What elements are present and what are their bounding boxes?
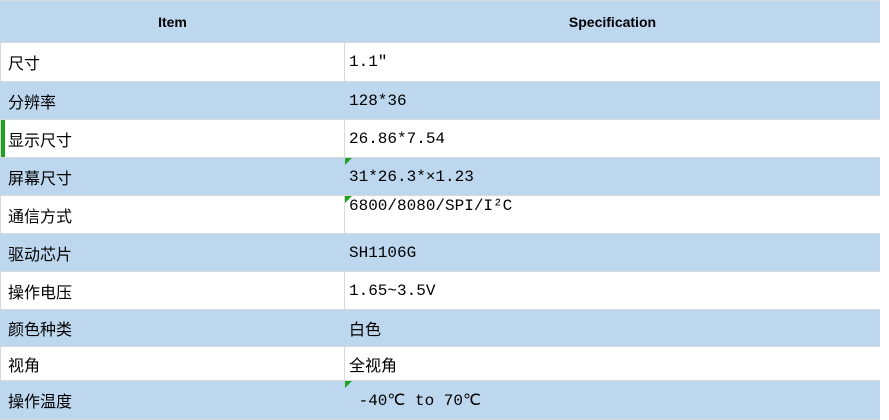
- spec-cell[interactable]: 全视角: [345, 347, 880, 380]
- header-cell-item[interactable]: Item: [0, 1, 345, 42]
- header-specification-label: Specification: [568, 13, 657, 30]
- item-cell-text: 视角: [8, 357, 41, 376]
- item-cell-text: 分辨率: [8, 94, 57, 113]
- item-cell-text: 通信方式: [8, 208, 73, 227]
- item-cell-text: 尺寸: [8, 56, 41, 74]
- spec-cell[interactable]: 26.86*7.54: [345, 120, 880, 157]
- table-row: 显示尺寸 26.86*7.54: [0, 120, 880, 158]
- green-corner-flag-icon: [345, 381, 352, 388]
- item-cell-text: 屏幕尺寸: [8, 170, 73, 189]
- spec-cell-text: 1.1″: [349, 53, 388, 71]
- spec-cell-text: 6800/8080/SPI/I²C: [349, 197, 513, 215]
- item-cell-text: 操作电压: [8, 284, 73, 303]
- spec-cell[interactable]: 1.65~3.5V: [345, 272, 880, 309]
- table-body: 尺寸 1.1″ 分辨率 128*36 显示尺寸 26.86*7.54 屏幕尺寸 …: [0, 43, 880, 420]
- spec-cell-text: 26.86*7.54: [349, 129, 446, 148]
- item-cell[interactable]: 屏幕尺寸: [0, 158, 345, 195]
- item-cell[interactable]: 尺寸: [0, 43, 345, 81]
- item-cell[interactable]: 分辨率: [0, 82, 345, 119]
- item-cell-text: 操作温度: [8, 394, 73, 412]
- item-cell-text: 驱动芯片: [8, 246, 73, 265]
- item-cell-text: 显示尺寸: [8, 132, 73, 151]
- green-corner-flag-icon: [345, 196, 352, 203]
- spec-cell-text: 1.65~3.5V: [349, 281, 436, 300]
- spec-cell-text: 128*36: [349, 91, 407, 110]
- item-cell[interactable]: 通信方式: [0, 196, 345, 233]
- table-row: 驱动芯片 SH1106G: [0, 234, 880, 272]
- header-item-label: Item: [158, 13, 187, 30]
- spec-cell-text: 白色: [349, 322, 382, 340]
- table-row: 通信方式 6800/8080/SPI/I²C: [0, 196, 880, 234]
- item-cell-text: 颜色种类: [8, 322, 73, 340]
- spec-cell-text: SH1106G: [349, 243, 417, 262]
- spec-cell[interactable]: 31*26.3*×1.23: [345, 158, 880, 195]
- item-cell[interactable]: 颜色种类: [0, 310, 345, 346]
- green-left-bar-marker: [1, 120, 5, 157]
- spec-cell-text: 全视角: [349, 357, 398, 376]
- spec-cell-text: -40℃ to 70℃: [349, 392, 481, 410]
- table-row: 操作温度 -40℃ to 70℃: [0, 381, 880, 420]
- table-row: 颜色种类 白色: [0, 310, 880, 347]
- spec-cell[interactable]: 6800/8080/SPI/I²C: [345, 196, 880, 233]
- item-cell[interactable]: 操作电压: [0, 272, 345, 309]
- spec-cell-text: 31*26.3*×1.23: [349, 167, 474, 186]
- table-row: 尺寸 1.1″: [0, 43, 880, 82]
- item-cell[interactable]: 视角: [0, 347, 345, 380]
- table-row: 屏幕尺寸 31*26.3*×1.23: [0, 158, 880, 196]
- green-corner-flag-icon: [345, 158, 352, 165]
- spec-cell[interactable]: 128*36: [345, 82, 880, 119]
- table-header-row: Item Specification: [0, 0, 880, 43]
- table-row: 分辨率 128*36: [0, 82, 880, 120]
- item-cell[interactable]: 操作温度: [0, 381, 345, 419]
- table-row: 操作电压 1.65~3.5V: [0, 272, 880, 310]
- spec-cell[interactable]: 白色: [345, 310, 880, 346]
- spec-cell[interactable]: -40℃ to 70℃: [345, 381, 880, 419]
- item-cell[interactable]: 显示尺寸: [0, 120, 345, 157]
- table-row: 视角 全视角: [0, 347, 880, 381]
- spec-cell[interactable]: SH1106G: [345, 234, 880, 271]
- header-cell-specification[interactable]: Specification: [345, 1, 880, 42]
- spec-cell[interactable]: 1.1″: [345, 43, 880, 81]
- item-cell[interactable]: 驱动芯片: [0, 234, 345, 271]
